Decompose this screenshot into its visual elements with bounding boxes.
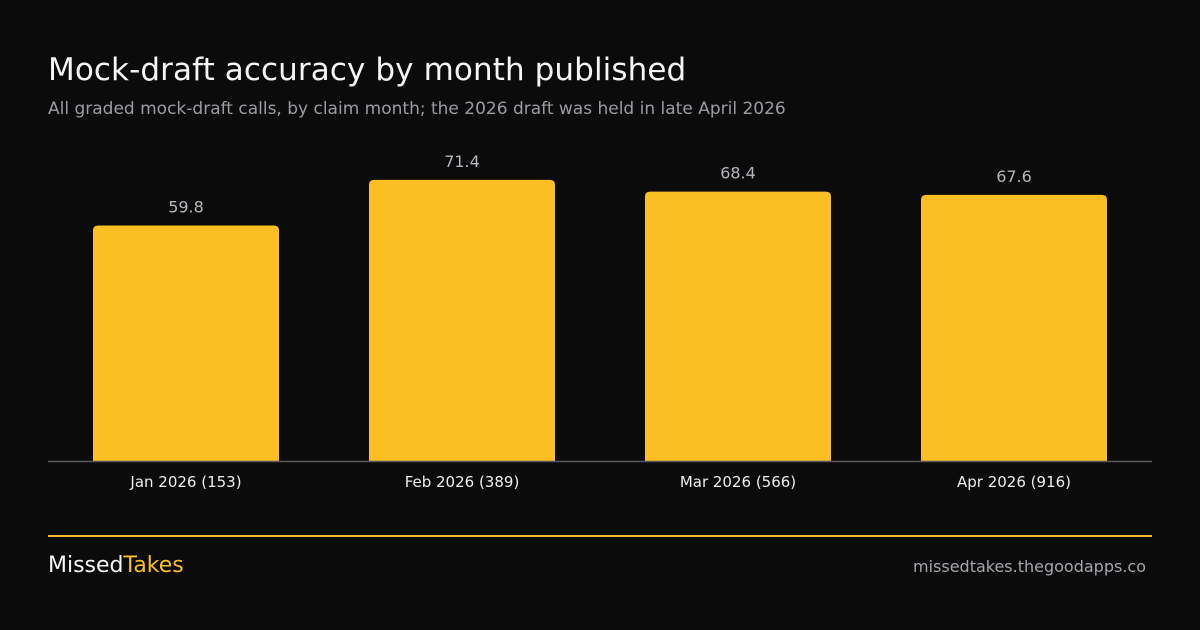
footer-divider (48, 535, 1152, 537)
brand-logo: MissedTakes (48, 553, 184, 578)
bar-value-label: 68.4 (720, 164, 756, 183)
chart-title: Mock-draft accuracy by month published (48, 52, 687, 88)
x-tick-label: Feb 2026 (389) (405, 473, 520, 491)
chart-subtitle: All graded mock-draft calls, by claim mo… (48, 99, 786, 119)
bar-value-label: 59.8 (168, 198, 204, 217)
x-tick-label: Jan 2026 (153) (129, 473, 241, 491)
bar (921, 194, 1107, 461)
x-tick-label: Mar 2026 (566) (680, 473, 796, 491)
bar-value-label: 67.6 (996, 167, 1032, 186)
bar (93, 225, 279, 461)
bar-chart: 59.8 Jan 2026 (153) 71.4 Feb 2026 (389) 68.4… (48, 152, 1152, 491)
x-tick-label: Apr 2026 (916) (957, 473, 1071, 491)
bar-value-label: 71.4 (444, 152, 480, 171)
brand-name-part1: Missed (48, 553, 124, 578)
bar (369, 179, 555, 462)
website-url: missedtakes.thegoodapps.co (912, 557, 1146, 576)
brand-name-part2: Takes (123, 553, 184, 578)
bar (645, 191, 831, 462)
